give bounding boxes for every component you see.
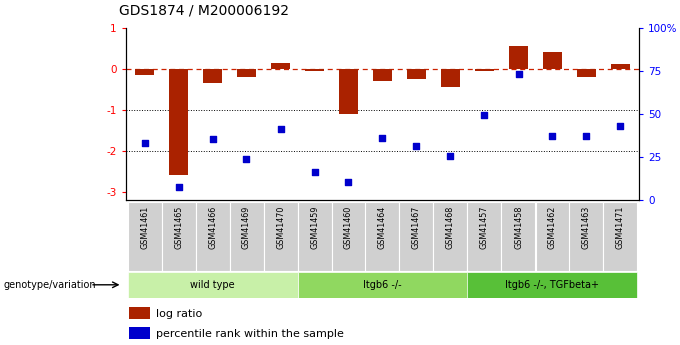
Text: GSM41467: GSM41467	[412, 205, 421, 249]
Bar	[611, 64, 630, 69]
Text: GSM41468: GSM41468	[446, 205, 455, 248]
Bar	[467, 202, 501, 271]
Text: GSM41464: GSM41464	[378, 205, 387, 248]
Point	[173, 184, 184, 190]
Text: wild type: wild type	[190, 280, 235, 290]
Bar	[603, 202, 637, 271]
Text: GSM41470: GSM41470	[276, 205, 285, 249]
Point	[411, 143, 422, 149]
Text: GDS1874 / M200006192: GDS1874 / M200006192	[119, 3, 289, 17]
Bar	[501, 202, 535, 271]
Text: percentile rank within the sample: percentile rank within the sample	[156, 329, 344, 339]
Point	[309, 169, 320, 175]
Bar	[543, 52, 562, 69]
Text: GSM41457: GSM41457	[480, 205, 489, 249]
Point	[581, 133, 592, 139]
Point	[513, 71, 524, 76]
Point	[241, 156, 252, 162]
Bar	[305, 69, 324, 71]
Bar	[230, 202, 264, 271]
Point	[139, 140, 150, 145]
Bar	[237, 69, 256, 77]
Point	[377, 135, 388, 140]
Bar	[536, 202, 570, 271]
Text: Itgb6 -/-: Itgb6 -/-	[363, 280, 402, 290]
Bar	[203, 69, 222, 83]
Text: GSM41459: GSM41459	[310, 205, 319, 249]
Text: GSM41460: GSM41460	[344, 205, 353, 248]
Bar	[475, 69, 494, 71]
Point	[479, 112, 490, 117]
Point	[615, 124, 626, 129]
Text: GSM41461: GSM41461	[140, 205, 149, 248]
Point	[445, 153, 456, 158]
Text: GSM41465: GSM41465	[174, 205, 183, 249]
Bar	[407, 69, 426, 79]
Bar	[135, 69, 154, 75]
Bar	[509, 46, 528, 69]
Text: GSM41466: GSM41466	[208, 205, 217, 248]
Bar	[339, 69, 358, 114]
Bar	[434, 202, 467, 271]
Point	[343, 179, 354, 185]
Text: genotype/variation: genotype/variation	[3, 280, 96, 290]
Bar	[373, 69, 392, 81]
Bar	[128, 202, 162, 271]
Text: GSM41462: GSM41462	[548, 205, 557, 249]
Bar	[169, 69, 188, 176]
Bar	[569, 202, 603, 271]
Bar	[129, 307, 150, 319]
Bar	[196, 202, 230, 271]
Bar	[441, 69, 460, 87]
Text: log ratio: log ratio	[156, 309, 203, 319]
Point	[547, 133, 558, 139]
Bar	[298, 202, 332, 271]
Text: GSM41463: GSM41463	[582, 205, 591, 248]
Bar	[128, 272, 298, 298]
Bar	[467, 272, 637, 298]
Text: GSM41458: GSM41458	[514, 205, 523, 249]
Text: GSM41469: GSM41469	[242, 205, 251, 249]
Point	[207, 137, 218, 142]
Bar	[129, 327, 150, 339]
Bar	[264, 202, 298, 271]
Point	[275, 127, 286, 132]
Bar	[162, 202, 196, 271]
Bar	[577, 69, 596, 77]
Bar	[271, 62, 290, 69]
Text: Itgb6 -/-, TGFbeta+: Itgb6 -/-, TGFbeta+	[505, 280, 600, 290]
Bar	[298, 272, 468, 298]
Bar	[365, 202, 399, 271]
Bar	[332, 202, 366, 271]
Bar	[399, 202, 434, 271]
Text: GSM41471: GSM41471	[616, 205, 625, 249]
